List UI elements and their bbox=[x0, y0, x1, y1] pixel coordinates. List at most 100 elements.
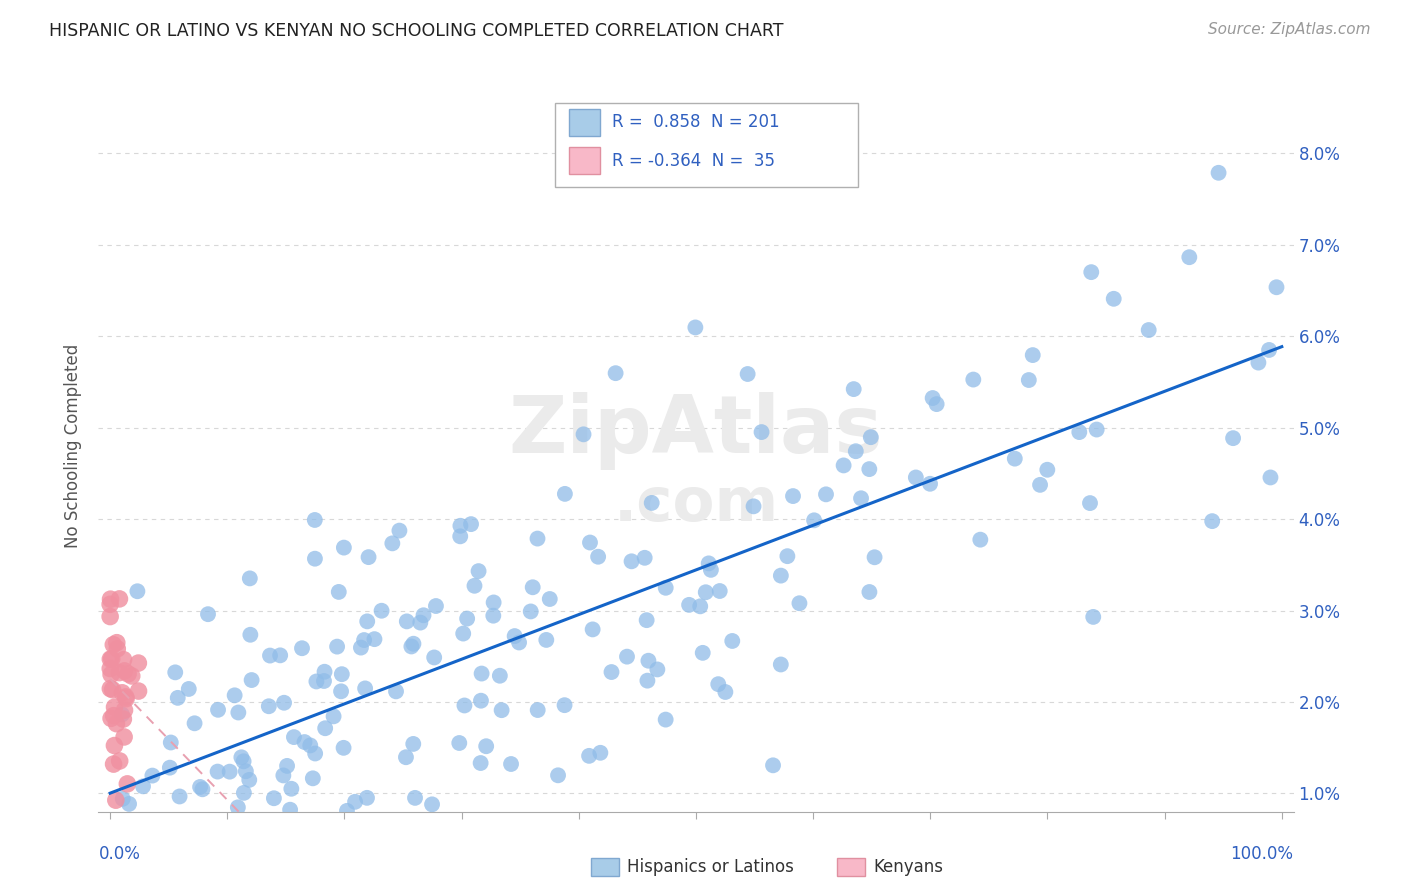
Point bbox=[165, 665, 187, 680]
Point bbox=[395, 750, 418, 764]
Point bbox=[453, 698, 475, 713]
Point bbox=[859, 430, 882, 444]
Point bbox=[925, 397, 948, 411]
Point bbox=[238, 772, 260, 787]
Point bbox=[301, 772, 323, 786]
Point bbox=[456, 611, 478, 625]
Point bbox=[475, 739, 498, 754]
Point bbox=[451, 626, 474, 640]
Point bbox=[449, 529, 471, 543]
Point bbox=[381, 536, 404, 550]
Text: R =  0.858  N = 201: R = 0.858 N = 201 bbox=[612, 113, 779, 131]
Point bbox=[231, 750, 253, 764]
Point bbox=[586, 549, 609, 564]
Point bbox=[578, 748, 600, 763]
Point bbox=[194, 832, 217, 847]
Point bbox=[692, 646, 714, 660]
Point bbox=[762, 758, 785, 772]
Point bbox=[326, 640, 349, 654]
Point bbox=[328, 585, 350, 599]
Point bbox=[1258, 343, 1281, 357]
Point bbox=[1004, 451, 1026, 466]
Point bbox=[114, 703, 136, 717]
Point bbox=[283, 730, 305, 744]
Text: 0.0%: 0.0% bbox=[98, 845, 141, 863]
Text: .com: .com bbox=[613, 475, 779, 534]
Point bbox=[654, 713, 676, 727]
Point bbox=[526, 532, 548, 546]
Point bbox=[356, 615, 378, 629]
Point bbox=[235, 764, 257, 779]
Point bbox=[803, 513, 825, 527]
Point bbox=[1208, 166, 1230, 180]
Point bbox=[257, 699, 280, 714]
Text: ZipAtlas: ZipAtlas bbox=[509, 392, 883, 470]
Point bbox=[108, 665, 131, 680]
Point bbox=[1085, 423, 1108, 437]
Point bbox=[363, 632, 385, 647]
Point bbox=[141, 769, 163, 783]
Point bbox=[145, 832, 167, 847]
Point bbox=[402, 637, 425, 651]
Point bbox=[858, 585, 880, 599]
Point bbox=[354, 681, 377, 696]
Point bbox=[112, 664, 135, 678]
Point bbox=[280, 781, 302, 796]
Point bbox=[309, 832, 332, 847]
Point bbox=[482, 608, 505, 623]
Point bbox=[294, 735, 316, 749]
Point bbox=[314, 721, 336, 735]
Point bbox=[489, 669, 512, 683]
Point bbox=[449, 518, 471, 533]
Point bbox=[425, 599, 447, 613]
Point bbox=[132, 780, 155, 794]
Point bbox=[769, 568, 792, 582]
Point bbox=[98, 681, 121, 696]
Point bbox=[463, 579, 485, 593]
Point bbox=[769, 657, 792, 672]
Point bbox=[332, 740, 354, 755]
Point bbox=[402, 737, 425, 751]
Point bbox=[166, 690, 188, 705]
Point bbox=[207, 764, 229, 779]
Point bbox=[232, 786, 254, 800]
Point bbox=[420, 797, 443, 812]
Point bbox=[157, 832, 180, 847]
Point bbox=[467, 564, 489, 578]
Point bbox=[863, 550, 886, 565]
Point bbox=[304, 832, 326, 847]
Point bbox=[547, 768, 569, 782]
Point bbox=[491, 703, 513, 717]
Point bbox=[641, 496, 664, 510]
Point bbox=[183, 716, 205, 731]
Point bbox=[637, 654, 659, 668]
Point bbox=[111, 707, 134, 722]
Point bbox=[330, 667, 353, 681]
Point bbox=[228, 706, 250, 720]
Point bbox=[259, 648, 281, 663]
Point bbox=[305, 674, 328, 689]
Point bbox=[709, 584, 731, 599]
Point bbox=[197, 607, 219, 622]
Point bbox=[678, 598, 700, 612]
Point bbox=[112, 712, 135, 726]
Text: HISPANIC OR LATINO VS KENYAN NO SCHOOLING COMPLETED CORRELATION CHART: HISPANIC OR LATINO VS KENYAN NO SCHOOLIN… bbox=[49, 22, 783, 40]
Point bbox=[127, 584, 149, 599]
Point bbox=[572, 427, 595, 442]
Point bbox=[1137, 323, 1160, 337]
Point bbox=[409, 615, 432, 630]
Point bbox=[273, 696, 295, 710]
Point bbox=[471, 666, 494, 681]
Point bbox=[139, 830, 162, 845]
Text: Kenyans: Kenyans bbox=[873, 858, 943, 876]
Point bbox=[263, 791, 285, 805]
Point bbox=[814, 487, 837, 501]
Point bbox=[554, 487, 576, 501]
Point bbox=[304, 551, 326, 566]
Point bbox=[776, 549, 799, 564]
Point bbox=[388, 524, 411, 538]
Point bbox=[467, 832, 489, 847]
Point bbox=[685, 320, 707, 334]
Point bbox=[159, 761, 181, 775]
Point bbox=[177, 681, 200, 696]
